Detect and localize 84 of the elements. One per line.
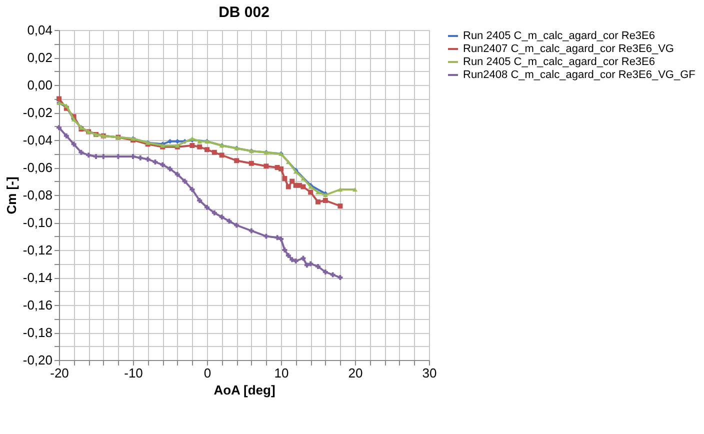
y-tick-label: -0,10 xyxy=(22,215,52,230)
legend-label: Run 2405 C_m_calc_agard_cor Re3E6 xyxy=(463,30,656,42)
point xyxy=(322,270,328,274)
point xyxy=(64,133,69,138)
point xyxy=(168,166,172,172)
point xyxy=(338,275,343,280)
point xyxy=(248,228,254,234)
point xyxy=(282,248,288,252)
point xyxy=(145,156,150,162)
point xyxy=(71,142,76,147)
point xyxy=(286,160,291,164)
y-axis-title: Cm [-] xyxy=(4,176,19,214)
x-tick-label: 0 xyxy=(204,366,212,380)
point xyxy=(226,218,232,224)
y-tick-label: -0,18 xyxy=(22,325,52,340)
point xyxy=(330,272,336,278)
legend-label: Run 2405 C_m_calc_agard_cor Re3E6 xyxy=(463,56,656,68)
point xyxy=(300,256,306,261)
point xyxy=(316,199,320,204)
point xyxy=(234,158,240,164)
point xyxy=(293,258,298,264)
point xyxy=(290,178,295,184)
point xyxy=(197,139,202,144)
point xyxy=(304,262,310,268)
point xyxy=(286,253,291,258)
point xyxy=(248,160,254,166)
point xyxy=(212,150,217,155)
point xyxy=(138,155,143,160)
point xyxy=(322,198,328,203)
point xyxy=(56,96,62,102)
point xyxy=(174,172,180,177)
point xyxy=(290,257,295,262)
point xyxy=(86,152,92,158)
point xyxy=(168,138,172,144)
point xyxy=(286,184,291,190)
point xyxy=(152,160,158,164)
point xyxy=(316,264,320,269)
y-tick-label: -0,20 xyxy=(22,352,52,368)
point xyxy=(300,184,306,190)
y-tick-label: 0,04 xyxy=(27,22,52,38)
point xyxy=(264,234,269,239)
point xyxy=(308,190,314,195)
y-tick-label: -0,02 xyxy=(22,105,52,120)
point xyxy=(204,204,210,210)
point xyxy=(278,166,284,172)
point xyxy=(212,210,217,216)
y-tick-label: -0,04 xyxy=(22,132,52,148)
y-tick-label: -0,08 xyxy=(22,188,52,202)
point xyxy=(338,187,343,192)
y-tick-label: -0,06 xyxy=(22,160,52,175)
x-tick-label: -20 xyxy=(50,366,69,380)
point xyxy=(338,204,343,208)
point xyxy=(190,143,195,148)
point xyxy=(352,187,358,192)
point xyxy=(274,235,280,240)
chart-title: DB 002 xyxy=(218,4,270,21)
x-axis-title: AoA [deg] xyxy=(214,382,276,398)
x-tick-label: 10 xyxy=(274,366,289,380)
legend-label: Run2408 C_m_calc_agard_cor Re3E6_VG_GF xyxy=(463,69,696,81)
point xyxy=(278,236,284,242)
point xyxy=(308,261,314,266)
point xyxy=(78,150,84,155)
x-tick-label: 30 xyxy=(422,366,437,380)
point xyxy=(316,190,320,194)
point xyxy=(182,178,188,184)
y-tick-label: 0,02 xyxy=(27,50,52,65)
point xyxy=(219,214,224,220)
point xyxy=(56,125,62,130)
point xyxy=(264,164,269,169)
y-tick-label: -0,16 xyxy=(22,298,52,312)
legend-label: Run2407 C_m_calc_agard_cor Re3E6_VG xyxy=(463,43,674,55)
point xyxy=(160,162,166,168)
point xyxy=(282,176,288,181)
point xyxy=(234,222,240,228)
point xyxy=(190,187,195,192)
point xyxy=(219,152,224,158)
point xyxy=(197,144,202,150)
x-tick-label: 20 xyxy=(348,366,363,380)
y-tick-label: -0,12 xyxy=(22,242,52,258)
x-tick-label: -10 xyxy=(124,366,143,380)
point xyxy=(204,147,210,152)
point xyxy=(197,198,202,203)
y-tick-label: -0,14 xyxy=(22,270,52,285)
y-tick-label: 0,00 xyxy=(27,78,52,92)
